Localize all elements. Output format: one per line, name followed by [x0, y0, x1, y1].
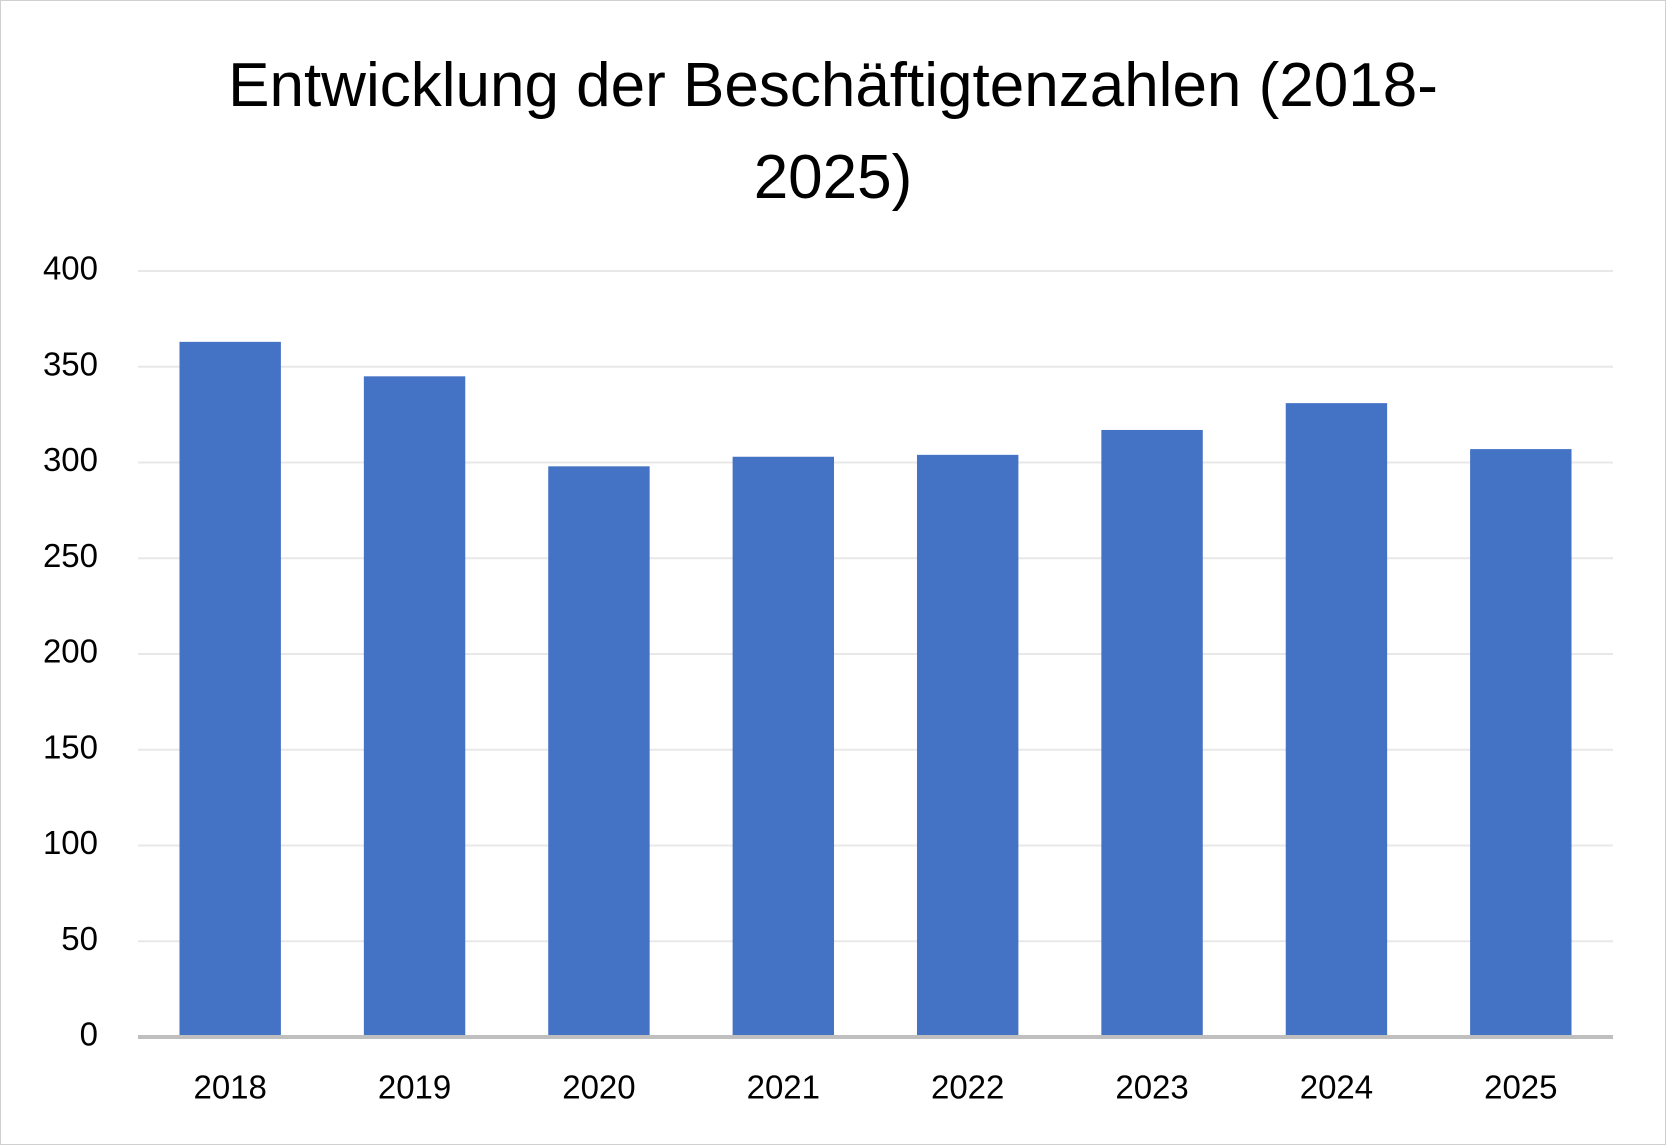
bar — [363, 376, 466, 1037]
y-tick-label: 250 — [43, 537, 98, 574]
bar — [732, 456, 835, 1037]
y-tick-label: 100 — [43, 824, 98, 861]
y-tick-label: 350 — [43, 345, 98, 382]
bar — [179, 341, 281, 1038]
x-tick-label: 2019 — [378, 1069, 451, 1106]
x-tick-label: 2023 — [1115, 1069, 1188, 1106]
bar — [916, 454, 1019, 1038]
y-tick-label: 150 — [43, 728, 98, 765]
chart-title: Entwicklung der Beschäftigtenzahlen (201… — [228, 51, 1438, 212]
bar — [1470, 449, 1572, 1038]
bar — [1285, 403, 1388, 1037]
x-tick-label: 2024 — [1300, 1069, 1373, 1106]
x-tick-label: 2025 — [1484, 1069, 1557, 1106]
y-tick-label: 0 — [80, 1016, 98, 1053]
y-tick-label: 50 — [61, 920, 98, 957]
y-tick-label: 200 — [43, 633, 98, 670]
bar — [548, 466, 650, 1038]
y-tick-label: 400 — [43, 250, 98, 287]
bar — [1101, 429, 1203, 1037]
x-tick-label: 2022 — [931, 1069, 1004, 1106]
x-tick-label: 2018 — [193, 1069, 266, 1106]
x-tick-label: 2021 — [747, 1069, 820, 1106]
x-tick-label: 2020 — [562, 1069, 635, 1106]
y-tick-label: 300 — [43, 441, 98, 478]
